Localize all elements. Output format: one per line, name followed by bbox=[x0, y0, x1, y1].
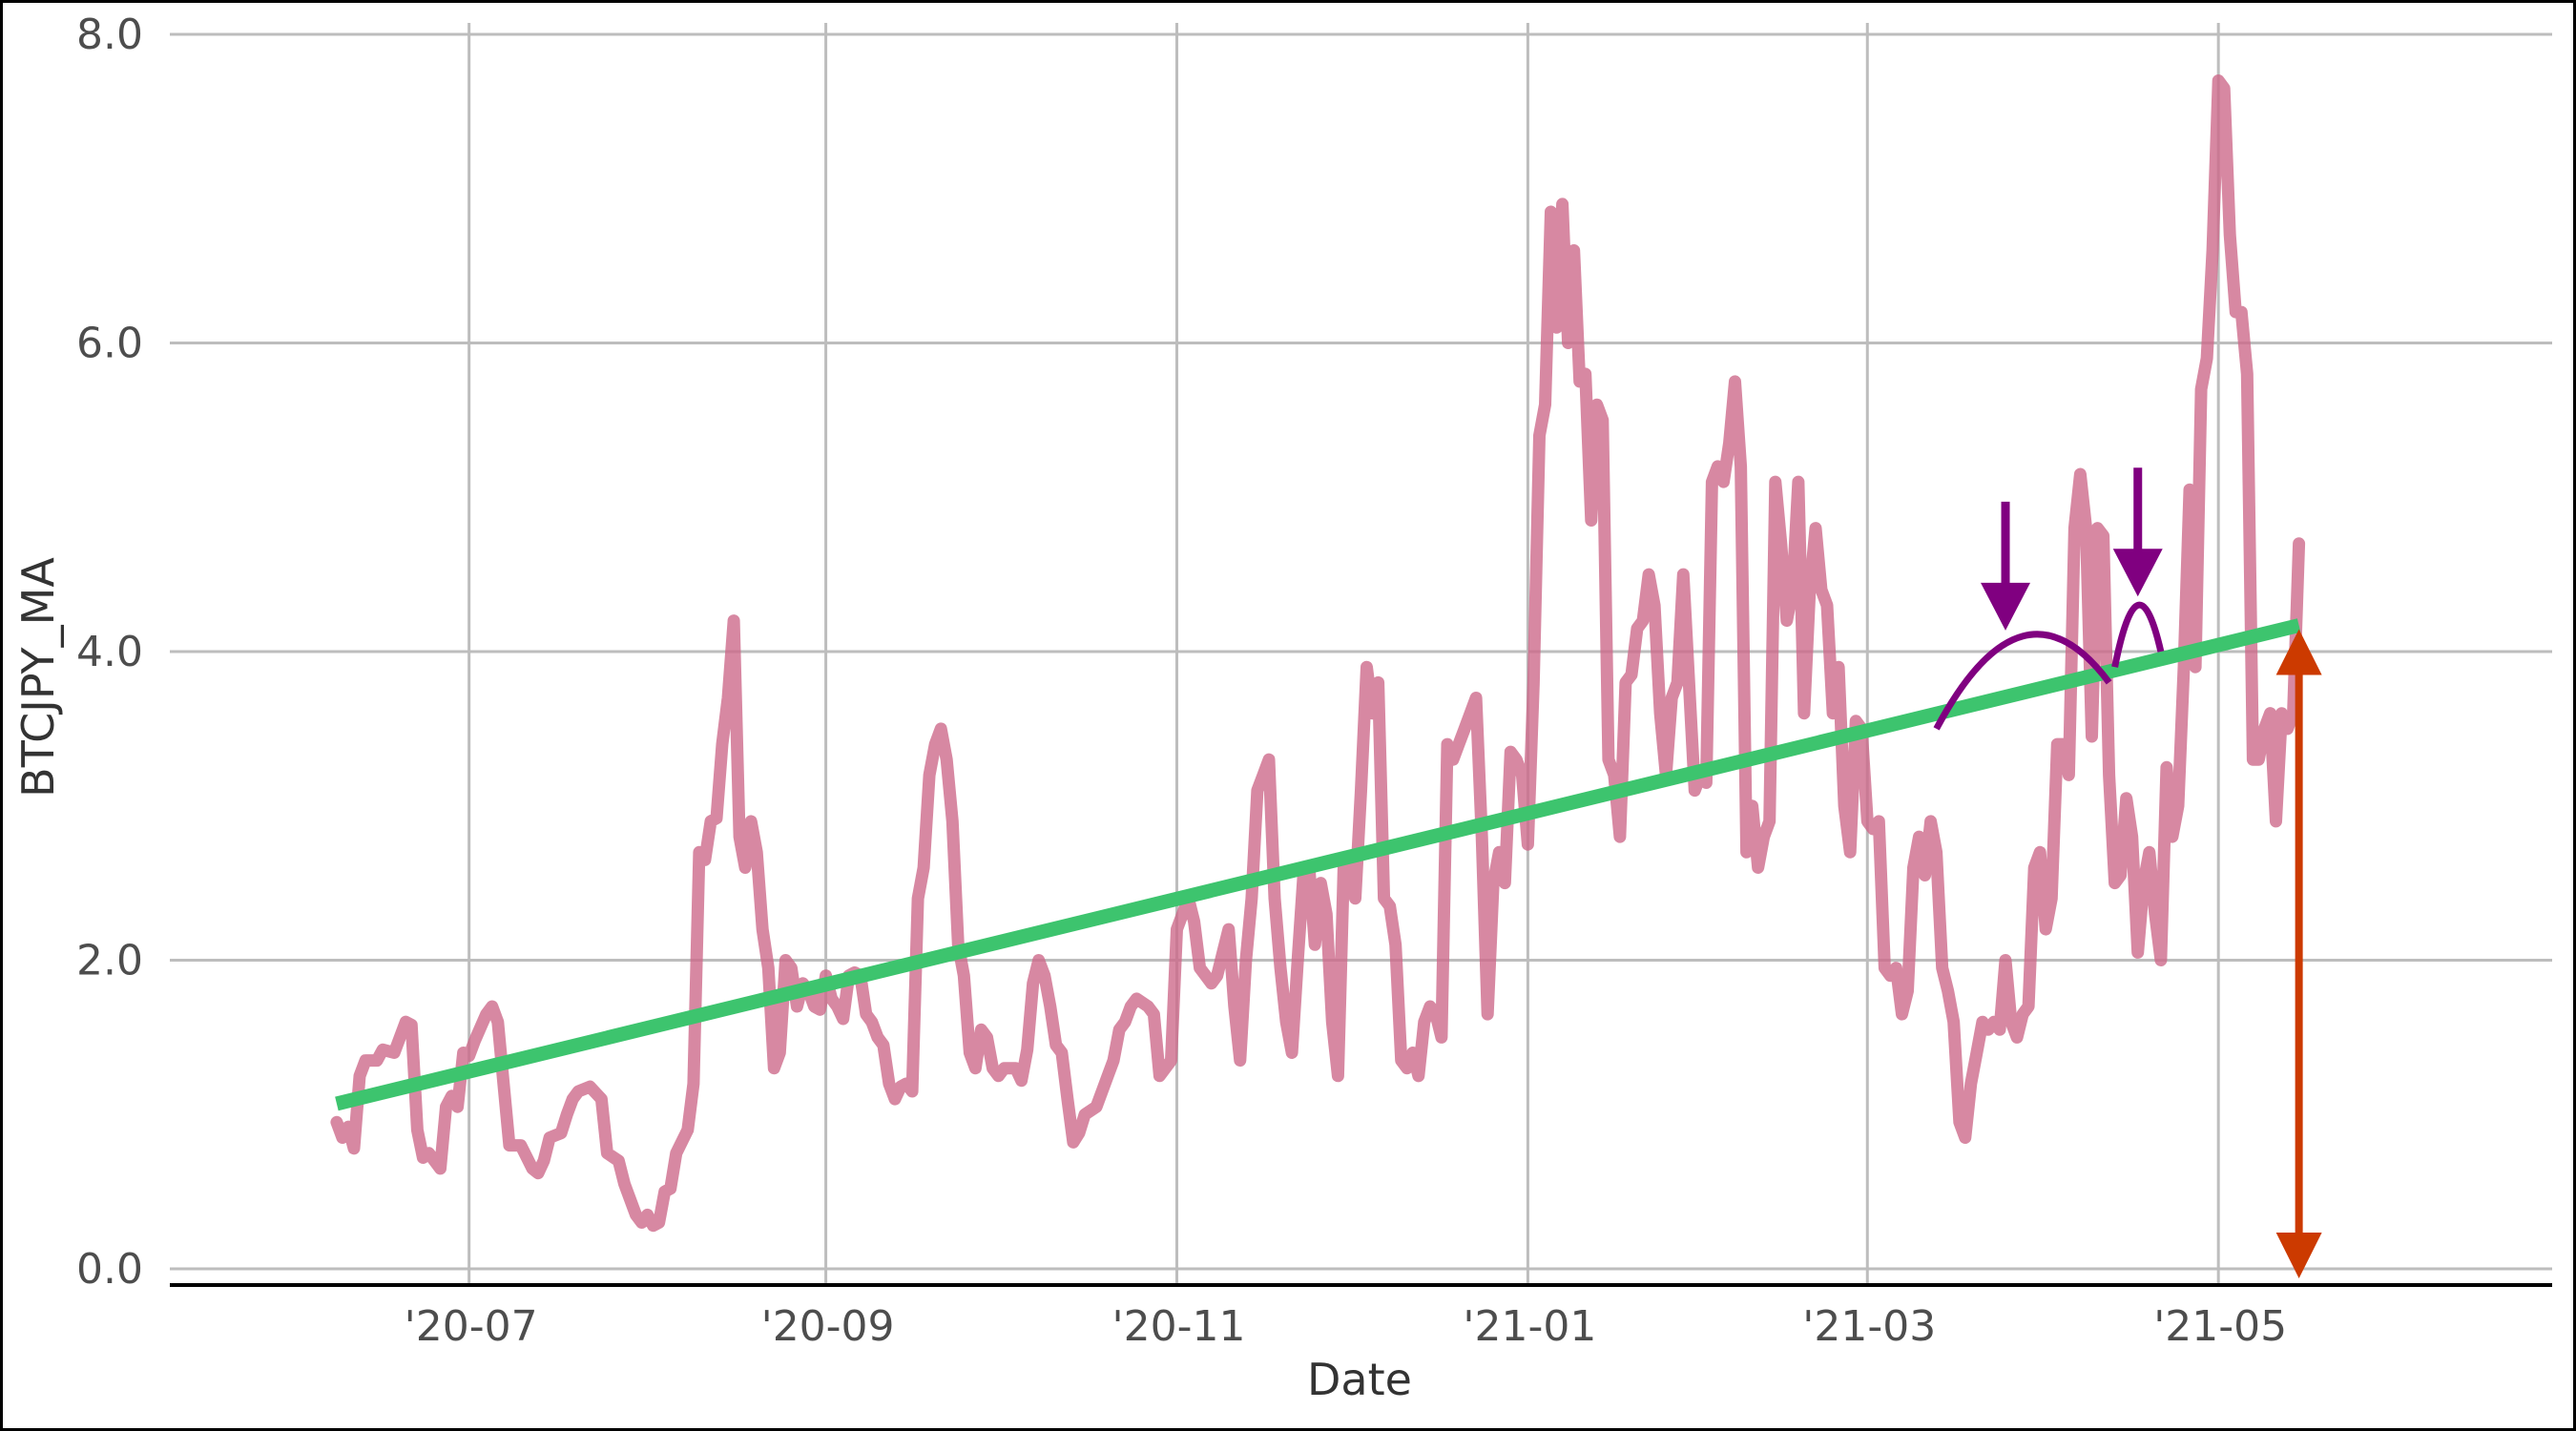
series-layer bbox=[330, 74, 2306, 1233]
annotation-arrow-head bbox=[2112, 549, 2163, 597]
x-tick-label: '21-05 bbox=[2153, 1302, 2287, 1351]
y-tick-label: 2.0 bbox=[76, 937, 143, 985]
annotation-arc bbox=[1933, 631, 2112, 731]
y-tick-label: 4.0 bbox=[76, 628, 143, 676]
y-axis-ticks: 0.0 2.0 4.0 6.0 8.0 bbox=[76, 10, 143, 1294]
x-tick-label: '20-07 bbox=[405, 1302, 538, 1351]
range-arrow-head-top bbox=[2275, 629, 2322, 675]
trend-layer bbox=[335, 618, 2301, 1111]
series-line bbox=[330, 74, 2306, 1233]
trend-line bbox=[335, 618, 2301, 1111]
annotation-layer bbox=[1933, 467, 2322, 1278]
annotation-arrow-head bbox=[1981, 582, 2031, 631]
x-axis-title: Date bbox=[1307, 1354, 1412, 1405]
y-axis-title: BTCJPY_MA bbox=[12, 557, 64, 798]
x-tick-label: '21-03 bbox=[1802, 1302, 1936, 1351]
y-tick-label: 0.0 bbox=[76, 1245, 143, 1294]
x-tick-label: '20-11 bbox=[1112, 1302, 1246, 1351]
range-arrow-head-bottom bbox=[2275, 1233, 2322, 1278]
annotation-arc bbox=[2111, 601, 2165, 668]
x-tick-label: '21-01 bbox=[1463, 1302, 1596, 1351]
y-tick-label: 6.0 bbox=[76, 320, 143, 368]
x-tick-label: '20-09 bbox=[761, 1302, 895, 1351]
y-tick-label: 8.0 bbox=[76, 10, 143, 59]
x-axis-ticks: '20-07 '20-09 '20-11 '21-01 '21-03 '21-05 bbox=[405, 1302, 2287, 1351]
